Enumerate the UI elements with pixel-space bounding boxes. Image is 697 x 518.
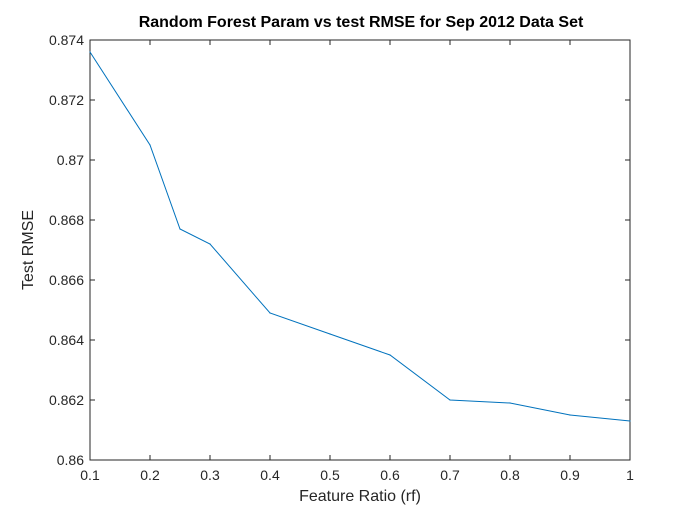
x-tick-label: 0.9: [560, 467, 580, 483]
x-tick-label: 0.2: [140, 467, 160, 483]
x-tick-label: 0.7: [440, 467, 460, 483]
y-tick-label: 0.866: [49, 272, 84, 288]
data-point: [179, 228, 181, 230]
y-tick-label: 0.87: [57, 152, 84, 168]
y-tick-label: 0.864: [49, 332, 84, 348]
data-point: [209, 243, 211, 245]
x-tick-label: 0.3: [200, 467, 220, 483]
data-point: [149, 144, 151, 146]
x-tick-label: 1: [626, 467, 634, 483]
x-axis: 0.1 0.2 0.3 0.4 0.5 0.6 0.7 0.8 0.9 1: [80, 40, 634, 483]
x-tick-label: 0.1: [80, 467, 100, 483]
y-tick-label: 0.862: [49, 392, 84, 408]
data-point: [389, 354, 391, 356]
data-point: [329, 333, 331, 335]
chart-title: Random Forest Param vs test RMSE for Sep…: [139, 14, 584, 31]
y-tick-label: 0.872: [49, 92, 84, 108]
plot-area: [89, 39, 631, 461]
data-point: [509, 402, 511, 404]
series-layer: [89, 51, 631, 422]
y-tick-label: 0.86: [57, 452, 84, 468]
x-tick-label: 0.6: [380, 467, 400, 483]
x-axis-label: Feature Ratio (rf): [299, 488, 421, 505]
y-tick-label: 0.868: [49, 212, 84, 228]
x-tick-label: 0.8: [500, 467, 520, 483]
data-point: [569, 414, 571, 416]
x-tick-label: 0.4: [260, 467, 280, 483]
y-axis: 0.86 0.862 0.864 0.866 0.868 0.87 0.872 0.874: [49, 32, 630, 468]
y-tick-label: 0.874: [49, 32, 84, 48]
x-tick-label: 0.5: [320, 467, 340, 483]
data-point: [89, 51, 91, 53]
data-point: [269, 312, 271, 314]
data-point: [629, 420, 631, 422]
data-point: [449, 399, 451, 401]
y-axis-label: Test RMSE: [20, 210, 37, 290]
